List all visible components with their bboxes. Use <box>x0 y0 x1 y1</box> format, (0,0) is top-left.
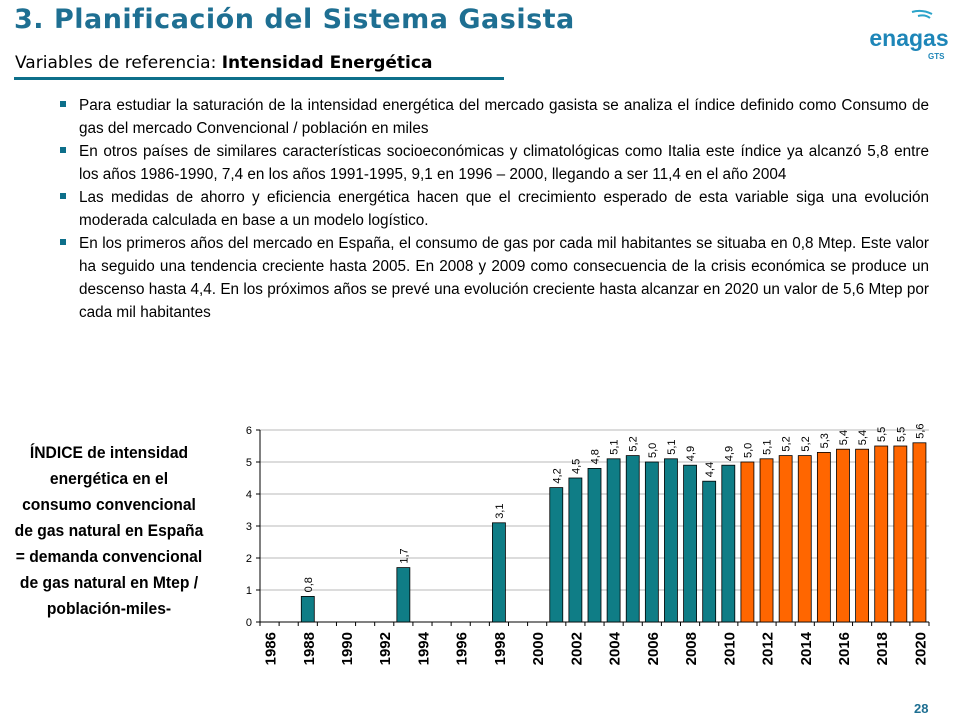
chart-bar <box>740 461 755 623</box>
y-tick-label: 5 <box>246 457 252 469</box>
data-label: 4,4 <box>704 462 716 477</box>
bullet-item: En otros países de similares característ… <box>60 140 929 186</box>
data-label: 5,2 <box>800 436 812 451</box>
title-underline <box>14 77 504 80</box>
x-tick-label: 1996 <box>454 632 471 665</box>
x-tick-label: 2002 <box>568 632 585 665</box>
logo-arc-2 <box>917 14 931 19</box>
data-label: 5,4 <box>857 430 869 445</box>
data-label: 5,5 <box>876 427 888 442</box>
x-tick-label: 2004 <box>607 631 624 665</box>
chart-bar <box>300 595 315 623</box>
page-subtitle: Variables de referencia: Intensidad Ener… <box>15 53 432 73</box>
logo-arc <box>911 9 933 15</box>
data-label: 5,3 <box>819 433 831 448</box>
intensity-bar-chart: 0 1 2 3 4 5 6 0,8 1,7 3,1 4,2 4,5 4,8 5,1 5,2 5,0 5,1 4,9… <box>246 424 930 665</box>
bullet-marker <box>60 193 66 199</box>
bullet-text: En otros países de similares característ… <box>79 143 929 183</box>
bullet-item: Para estudiar la saturación de la intens… <box>60 94 929 140</box>
y-tick-label: 1 <box>246 585 252 597</box>
bullet-text: En los primeros años del mercado en Espa… <box>79 235 929 321</box>
x-tick-label: 2016 <box>836 632 853 665</box>
chart-bar <box>702 480 717 623</box>
enagas-logo: enagas GTS <box>869 9 949 61</box>
chart-bar <box>549 487 564 623</box>
x-tick-label: 1988 <box>301 632 318 665</box>
data-label: 1,7 <box>398 548 410 563</box>
bullet-text: Las medidas de ahorro y eficiencia energ… <box>79 189 929 229</box>
data-label: 3,1 <box>494 504 506 519</box>
page-number: 28 <box>914 701 929 716</box>
x-tick-label: 1994 <box>415 631 432 665</box>
bullet-item: Las medidas de ahorro y eficiencia energ… <box>60 186 929 232</box>
chart-bar <box>855 448 869 623</box>
bullet-list: Para estudiar la saturación de la intens… <box>60 94 929 324</box>
chart-bar <box>893 445 908 623</box>
data-label: 5,6 <box>914 424 926 439</box>
y-tick-label: 2 <box>246 553 252 565</box>
x-tick-label: 2012 <box>760 632 777 665</box>
logo-text: enagas <box>869 25 948 51</box>
subtitle-prefix: Variables de referencia: <box>15 53 217 73</box>
chart-bar <box>664 458 678 623</box>
chart-bar <box>912 442 927 623</box>
x-tick-label: 2008 <box>683 632 700 665</box>
chart-bar <box>759 458 774 623</box>
data-label: 5,5 <box>895 427 907 442</box>
data-label: 4,9 <box>685 446 697 461</box>
data-label: 5,2 <box>781 436 793 451</box>
chart-bar <box>778 455 793 623</box>
x-tick-label: 2006 <box>645 632 662 665</box>
subtitle-bold: Intensidad Energética <box>221 53 433 73</box>
x-tick-label: 1990 <box>339 632 356 665</box>
x-tick-label: 1986 <box>263 632 280 665</box>
chart-bar <box>836 448 850 623</box>
x-tick-label: 1992 <box>377 632 394 665</box>
bullet-text: Para estudiar la saturación de la intens… <box>79 97 929 137</box>
data-label: 5,1 <box>666 440 678 455</box>
x-tick-label: 2010 <box>721 632 738 665</box>
data-label: 4,9 <box>723 446 735 461</box>
y-tick-label: 4 <box>246 489 252 501</box>
x-tick-label: 2020 <box>912 632 929 665</box>
chart-bar <box>568 477 583 623</box>
chart-bar <box>683 464 697 623</box>
x-tick-label: 2018 <box>874 632 891 665</box>
data-label: 4,8 <box>590 449 602 464</box>
x-tick-label: 2000 <box>530 632 547 665</box>
bullet-marker <box>60 239 66 245</box>
data-label: 5,2 <box>628 436 640 451</box>
chart-bar <box>644 461 659 623</box>
y-tick-label: 3 <box>246 521 252 533</box>
bullet-marker <box>60 147 66 153</box>
bullet-marker <box>60 101 66 107</box>
chart-bar <box>874 445 889 623</box>
y-tick-label: 0 <box>246 617 252 629</box>
data-label: 4,5 <box>570 459 582 474</box>
x-tick-label: 2014 <box>798 631 815 665</box>
data-label: 5,0 <box>742 443 754 458</box>
chart-bar <box>492 522 506 623</box>
y-tick-label: 6 <box>246 425 252 437</box>
data-label: 5,4 <box>838 430 850 445</box>
chart-bar <box>625 455 640 623</box>
data-label: 0,8 <box>303 577 315 592</box>
data-label: 5,1 <box>762 440 774 455</box>
chart-side-label: ÍNDICE de intensidad energética en el co… <box>14 443 204 618</box>
bullet-item: En los primeros años del mercado en Espa… <box>60 232 929 324</box>
chart-bar <box>606 458 621 623</box>
chart-bar <box>797 455 812 623</box>
data-label: 5,1 <box>609 440 621 455</box>
x-tick-label: 1998 <box>492 632 509 665</box>
data-label: 5,0 <box>647 443 659 458</box>
page-title: 3. Planificación del Sistema Gasista <box>14 4 575 35</box>
chart-bar <box>587 468 602 623</box>
logo-subtext: GTS <box>928 52 945 61</box>
chart-bar <box>721 464 736 623</box>
chart-bar <box>816 452 831 623</box>
data-label: 4,2 <box>551 468 563 483</box>
chart-bar <box>396 567 411 623</box>
